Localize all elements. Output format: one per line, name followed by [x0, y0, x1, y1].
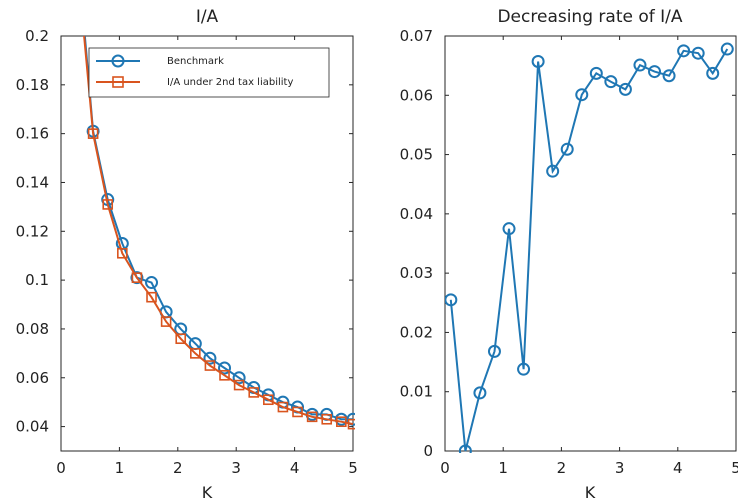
y-tick-label: 0.07 [400, 27, 433, 45]
x-tick-label: 2 [173, 459, 183, 477]
data-point-circle [445, 293, 458, 307]
data-point-square [219, 370, 230, 381]
data-point-circle [232, 371, 246, 385]
data-point-circle [691, 46, 705, 60]
data-point-square [321, 413, 333, 425]
x-tick-label: 0 [440, 459, 450, 477]
data-point-square [190, 348, 201, 359]
y-tick-label: 0.12 [16, 222, 49, 240]
y-tick-label: 0.02 [400, 323, 433, 341]
y-tick-label: 0.01 [400, 383, 433, 401]
data-point-circle [604, 75, 618, 89]
plot-area-right [444, 35, 737, 452]
data-point-square [248, 387, 260, 398]
data-point-circle [618, 82, 632, 96]
data-point-square [102, 199, 114, 210]
legend-box [88, 47, 330, 98]
data-point-circle [517, 362, 531, 376]
data-point-circle [546, 164, 560, 178]
legend-label-benchmark: Benchmark [167, 56, 224, 67]
x-tick-label: 4 [673, 459, 683, 477]
data-point-square [292, 406, 303, 418]
y-tick-label: 0.16 [16, 125, 49, 143]
data-point-circle [633, 58, 647, 72]
y-tick-label: 0.18 [16, 76, 49, 94]
x-axis-label-left: K [202, 483, 213, 501]
x-tick-label: 3 [615, 459, 625, 477]
x-tick-label: 5 [348, 459, 358, 477]
y-tick-label: 0.2 [25, 27, 49, 45]
legend-marker-benchmark [111, 54, 125, 68]
data-point-square [347, 418, 355, 430]
data-point-square [277, 401, 289, 413]
data-point-circle [589, 66, 603, 80]
data-point-circle [130, 271, 144, 285]
data-point-circle [720, 42, 734, 56]
y-tick-label: 0.05 [400, 146, 433, 164]
x-tick-label: 0 [56, 459, 66, 477]
y-tick-label: 0.04 [16, 418, 49, 436]
data-point-square [306, 411, 318, 423]
ticks-left: 0 1 2 3 4 5 0.04 0.06 0.08 0.1 0.12 0.14 0.16 0.18 0.2 [16, 27, 358, 477]
series-group-right [445, 42, 734, 453]
data-point-square [160, 316, 172, 327]
data-point-circle [218, 361, 232, 375]
series-line [449, 48, 729, 452]
data-point-square [131, 272, 143, 283]
data-point-square [146, 291, 157, 303]
data-point-square [87, 128, 99, 139]
data-point-circle [487, 344, 501, 358]
x-axis-label-right: K [585, 483, 596, 501]
chart-left: I/A K 0 1 2 3 4 50.040.060.080.10.120.140.160… [16, 7, 358, 501]
data-point-circle [706, 66, 720, 80]
y-tick-label: 0.08 [16, 320, 49, 338]
x-tick-label: 5 [731, 459, 738, 477]
data-point-square [233, 379, 245, 391]
x-tick-label: 1 [115, 459, 125, 477]
data-point-circle [560, 142, 574, 156]
legend-label-tax: I/A under 2nd tax liability [167, 77, 293, 88]
y-tick-label: 0.14 [16, 173, 49, 191]
data-point-circle [203, 351, 217, 365]
x-tick-label: 4 [290, 459, 300, 477]
chart-title-right: Decreasing rate of I/A [497, 7, 682, 27]
data-point-circle [346, 412, 355, 426]
data-point-square [336, 416, 347, 428]
data-point-square [263, 394, 274, 406]
series-group-left [83, 36, 355, 430]
x-tick-label: 2 [557, 459, 567, 477]
data-point-square [117, 247, 128, 259]
data-point-square [175, 333, 187, 345]
x-tick-label: 3 [231, 459, 241, 477]
legend: Benchmark I/A under 2nd tax liability [88, 47, 330, 98]
data-point-circle [648, 65, 662, 79]
y-tick-label: 0.06 [400, 86, 433, 104]
legend-marker-tax [112, 76, 124, 88]
chart-right: Decreasing rate of I/A K 0 1 2 3 4 5 0 0.01 0.02… [400, 7, 738, 501]
x-tick-label: 1 [498, 459, 508, 477]
y-tick-label: 0.03 [400, 264, 433, 282]
ticks-right: 0 1 2 3 4 5 0 0.01 0.02 0.03 0.04 0.05 0.06 0.07 [400, 27, 738, 477]
data-point-square [204, 360, 216, 371]
data-point-circle [473, 386, 487, 400]
y-tick-label: 0.06 [16, 369, 49, 387]
data-point-circle [677, 44, 691, 58]
data-point-circle [575, 88, 589, 102]
chart-title-left: I/A [196, 7, 219, 27]
data-point-circle [531, 54, 545, 68]
y-tick-label: 0.04 [400, 205, 433, 223]
y-tick-label: 0 [423, 442, 433, 460]
data-point-circle [502, 222, 516, 236]
plot-area-left [60, 35, 354, 452]
data-point-circle [458, 444, 472, 453]
data-point-circle [662, 69, 676, 83]
y-tick-label: 0.1 [25, 271, 49, 289]
data-point-circle [145, 276, 159, 290]
